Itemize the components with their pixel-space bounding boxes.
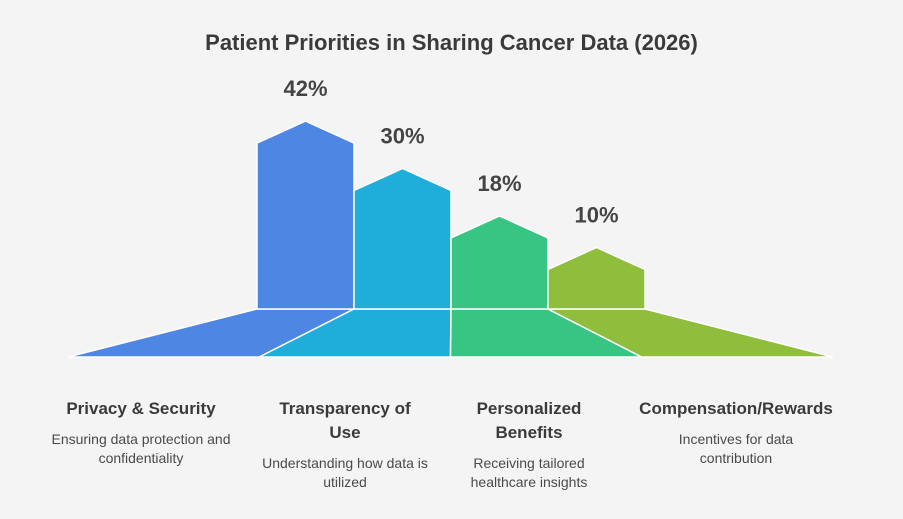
category-privacy-security: Privacy & Security Ensuring data protect… xyxy=(41,397,241,468)
bar-personalized-benefits xyxy=(450,215,549,310)
category-personalized-benefits: Personalized Benefits Receiving tailored… xyxy=(429,397,629,492)
category-description: Ensuring data protection and confidentia… xyxy=(51,431,231,466)
value-label-compensation-rewards: 10% xyxy=(574,203,618,228)
category-transparency-of-use: Transparency of Use Understanding how da… xyxy=(245,397,445,492)
value-label-transparency-of-use: 30% xyxy=(380,124,424,149)
bar-privacy-security xyxy=(256,120,355,310)
category-title: Personalized Benefits xyxy=(476,399,582,442)
category-description: Receiving tailored healthcare insights xyxy=(470,455,588,490)
category-compensation-rewards: Compensation/Rewards Incentives for data… xyxy=(636,397,836,468)
category-description: Understanding how data is utilized xyxy=(262,455,428,490)
category-title: Compensation/Rewards xyxy=(639,399,833,418)
category-title: Privacy & Security xyxy=(66,399,216,418)
bar-transparency-of-use xyxy=(353,167,452,310)
category-title: Transparency of Use xyxy=(279,399,411,442)
chart-title: Patient Priorities in Sharing Cancer Dat… xyxy=(205,30,698,55)
value-label-personalized-benefits: 18% xyxy=(477,171,521,196)
value-label-privacy-security: 42% xyxy=(283,76,327,101)
bar-compensation-rewards xyxy=(547,246,646,310)
category-description: Incentives for data contribution xyxy=(678,431,794,466)
